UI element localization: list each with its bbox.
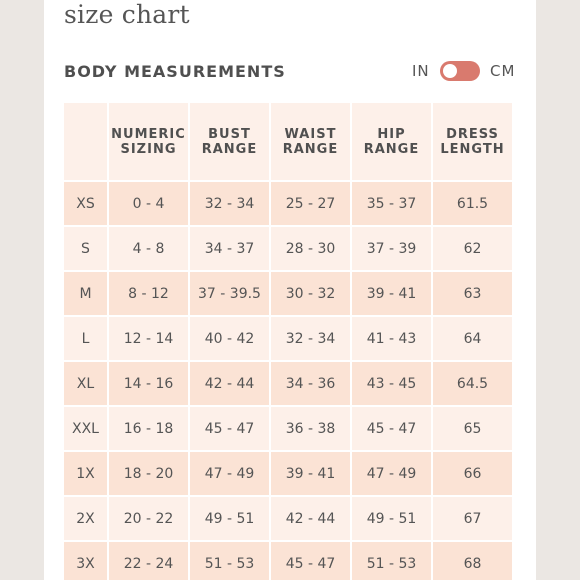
size-label-cell: 3X <box>64 542 107 580</box>
table-row: M 8 - 12 37 - 39.5 30 - 32 39 - 41 63 <box>64 272 512 315</box>
waist-range-cell: 30 - 32 <box>271 272 350 315</box>
waist-range-cell: 45 - 47 <box>271 542 350 580</box>
size-label-cell: XL <box>64 362 107 405</box>
table-row: S 4 - 8 34 - 37 28 - 30 37 - 39 62 <box>64 227 512 270</box>
header-hip-range: HIP RANGE <box>352 103 431 180</box>
size-label-cell: XXL <box>64 407 107 450</box>
table-row: 1X 18 - 20 47 - 49 39 - 41 47 - 49 66 <box>64 452 512 495</box>
table-row: XL 14 - 16 42 - 44 34 - 36 43 - 45 64.5 <box>64 362 512 405</box>
table-row: L 12 - 14 40 - 42 32 - 34 41 - 43 64 <box>64 317 512 360</box>
unit-cm-label[interactable]: CM <box>490 62 516 80</box>
toggle-knob <box>443 64 457 78</box>
waist-range-cell: 39 - 41 <box>271 452 350 495</box>
numeric-sizing-cell: 0 - 4 <box>109 182 188 225</box>
header-bust-range: BUST RANGE <box>190 103 269 180</box>
waist-range-cell: 25 - 27 <box>271 182 350 225</box>
table-row: XXL 16 - 18 45 - 47 36 - 38 45 - 47 65 <box>64 407 512 450</box>
unit-in-label[interactable]: IN <box>412 62 430 80</box>
hip-range-cell: 49 - 51 <box>352 497 431 540</box>
size-chart-panel: size chart BODY MEASUREMENTS IN CM NUMER… <box>44 0 536 580</box>
bust-range-cell: 42 - 44 <box>190 362 269 405</box>
dress-length-cell: 64.5 <box>433 362 512 405</box>
hip-range-cell: 37 - 39 <box>352 227 431 270</box>
size-label-cell: XS <box>64 182 107 225</box>
bust-range-cell: 37 - 39.5 <box>190 272 269 315</box>
size-label-cell: M <box>64 272 107 315</box>
hip-range-cell: 35 - 37 <box>352 182 431 225</box>
section-title: BODY MEASUREMENTS <box>64 62 286 81</box>
bust-range-cell: 51 - 53 <box>190 542 269 580</box>
hip-range-cell: 47 - 49 <box>352 452 431 495</box>
dress-length-cell: 67 <box>433 497 512 540</box>
numeric-sizing-cell: 12 - 14 <box>109 317 188 360</box>
waist-range-cell: 32 - 34 <box>271 317 350 360</box>
bust-range-cell: 49 - 51 <box>190 497 269 540</box>
unit-toggle[interactable] <box>440 61 480 81</box>
bust-range-cell: 45 - 47 <box>190 407 269 450</box>
page-title: size chart <box>64 0 190 29</box>
table-row: XS 0 - 4 32 - 34 25 - 27 35 - 37 61.5 <box>64 182 512 225</box>
hip-range-cell: 51 - 53 <box>352 542 431 580</box>
numeric-sizing-cell: 8 - 12 <box>109 272 188 315</box>
numeric-sizing-cell: 22 - 24 <box>109 542 188 580</box>
table-row: 3X 22 - 24 51 - 53 45 - 47 51 - 53 68 <box>64 542 512 580</box>
bust-range-cell: 47 - 49 <box>190 452 269 495</box>
waist-range-cell: 28 - 30 <box>271 227 350 270</box>
header-size-label <box>64 103 107 180</box>
numeric-sizing-cell: 18 - 20 <box>109 452 188 495</box>
size-label-cell: S <box>64 227 107 270</box>
dress-length-cell: 66 <box>433 452 512 495</box>
waist-range-cell: 36 - 38 <box>271 407 350 450</box>
bust-range-cell: 32 - 34 <box>190 182 269 225</box>
header-waist-range: WAIST RANGE <box>271 103 350 180</box>
hip-range-cell: 39 - 41 <box>352 272 431 315</box>
dress-length-cell: 62 <box>433 227 512 270</box>
dress-length-cell: 63 <box>433 272 512 315</box>
header-dress-length: DRESS LENGTH <box>433 103 512 180</box>
dress-length-cell: 65 <box>433 407 512 450</box>
numeric-sizing-cell: 20 - 22 <box>109 497 188 540</box>
waist-range-cell: 42 - 44 <box>271 497 350 540</box>
size-label-cell: L <box>64 317 107 360</box>
header-numeric-sizing: NUMERIC SIZING <box>109 103 188 180</box>
waist-range-cell: 34 - 36 <box>271 362 350 405</box>
hip-range-cell: 41 - 43 <box>352 317 431 360</box>
size-table: NUMERIC SIZING BUST RANGE WAIST RANGE HI… <box>62 101 514 580</box>
hip-range-cell: 45 - 47 <box>352 407 431 450</box>
bust-range-cell: 34 - 37 <box>190 227 269 270</box>
numeric-sizing-cell: 14 - 16 <box>109 362 188 405</box>
dress-length-cell: 64 <box>433 317 512 360</box>
bust-range-cell: 40 - 42 <box>190 317 269 360</box>
numeric-sizing-cell: 4 - 8 <box>109 227 188 270</box>
size-label-cell: 1X <box>64 452 107 495</box>
dress-length-cell: 61.5 <box>433 182 512 225</box>
hip-range-cell: 43 - 45 <box>352 362 431 405</box>
dress-length-cell: 68 <box>433 542 512 580</box>
table-header-row: NUMERIC SIZING BUST RANGE WAIST RANGE HI… <box>64 103 512 180</box>
table-row: 2X 20 - 22 49 - 51 42 - 44 49 - 51 67 <box>64 497 512 540</box>
size-label-cell: 2X <box>64 497 107 540</box>
numeric-sizing-cell: 16 - 18 <box>109 407 188 450</box>
